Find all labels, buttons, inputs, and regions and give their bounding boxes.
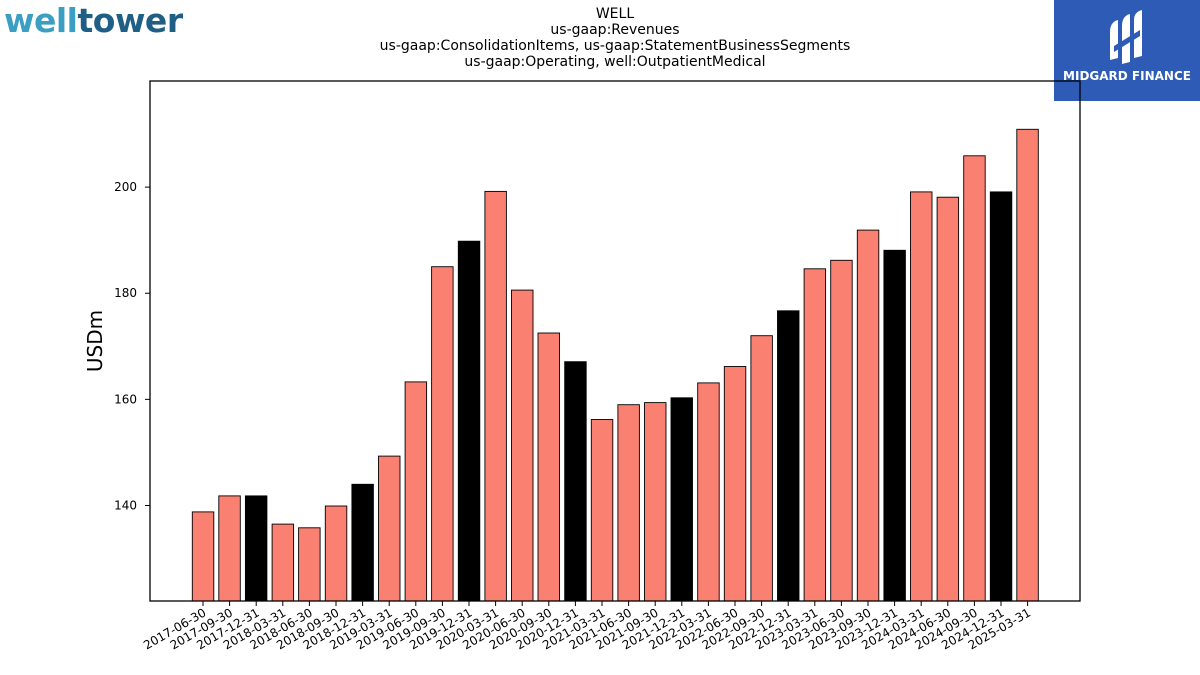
bar-2020-09-30: [538, 333, 560, 601]
bars-group: [192, 129, 1038, 601]
bar-2017-06-30: [192, 512, 214, 601]
bar-2023-06-30: [831, 260, 853, 601]
bar-2023-12-31: [884, 250, 906, 601]
bar-2020-06-30: [512, 290, 534, 601]
bar-2019-09-30: [432, 267, 454, 601]
bar-2019-12-31: [458, 241, 480, 601]
y-tick-label: 140: [114, 498, 137, 512]
bar-2022-12-31: [778, 311, 800, 601]
bar-2018-06-30: [299, 528, 321, 601]
y-tick-label: 180: [114, 286, 137, 300]
bar-2017-12-31: [245, 496, 267, 601]
bar-2020-12-31: [565, 362, 587, 601]
bar-2024-09-30: [964, 156, 986, 601]
bar-2022-06-30: [724, 367, 746, 602]
bar-2025-03-31: [1017, 129, 1039, 601]
y-tick-label: 200: [114, 180, 137, 194]
y-axis: 140 160 180 200: [114, 180, 150, 512]
x-axis: 2017-06-302017-09-302017-12-312018-03-31…: [141, 601, 1033, 652]
bar-2020-03-31: [485, 191, 507, 601]
bar-2019-03-31: [379, 456, 401, 601]
bar-chart: 140 160 180 200 2017-06-302017-09-302017-12…: [0, 0, 1200, 675]
bar-2024-12-31: [990, 192, 1012, 601]
bar-2018-12-31: [352, 484, 374, 601]
bar-2022-03-31: [698, 383, 720, 601]
bar-2018-09-30: [325, 506, 347, 601]
bar-2021-06-30: [618, 405, 640, 601]
bar-2022-09-30: [751, 336, 773, 601]
bar-2021-12-31: [671, 398, 693, 601]
y-axis-label: USDm: [83, 310, 107, 372]
bar-2019-06-30: [405, 382, 427, 601]
bar-2024-03-31: [911, 192, 933, 601]
bar-2017-09-30: [219, 496, 241, 601]
bar-2023-03-31: [804, 269, 826, 601]
bar-2021-09-30: [645, 403, 667, 601]
y-tick-label: 160: [114, 392, 137, 406]
bar-2024-06-30: [937, 197, 959, 601]
bar-2018-03-31: [272, 524, 294, 601]
bar-2023-09-30: [857, 230, 879, 601]
bar-2021-03-31: [591, 420, 613, 602]
